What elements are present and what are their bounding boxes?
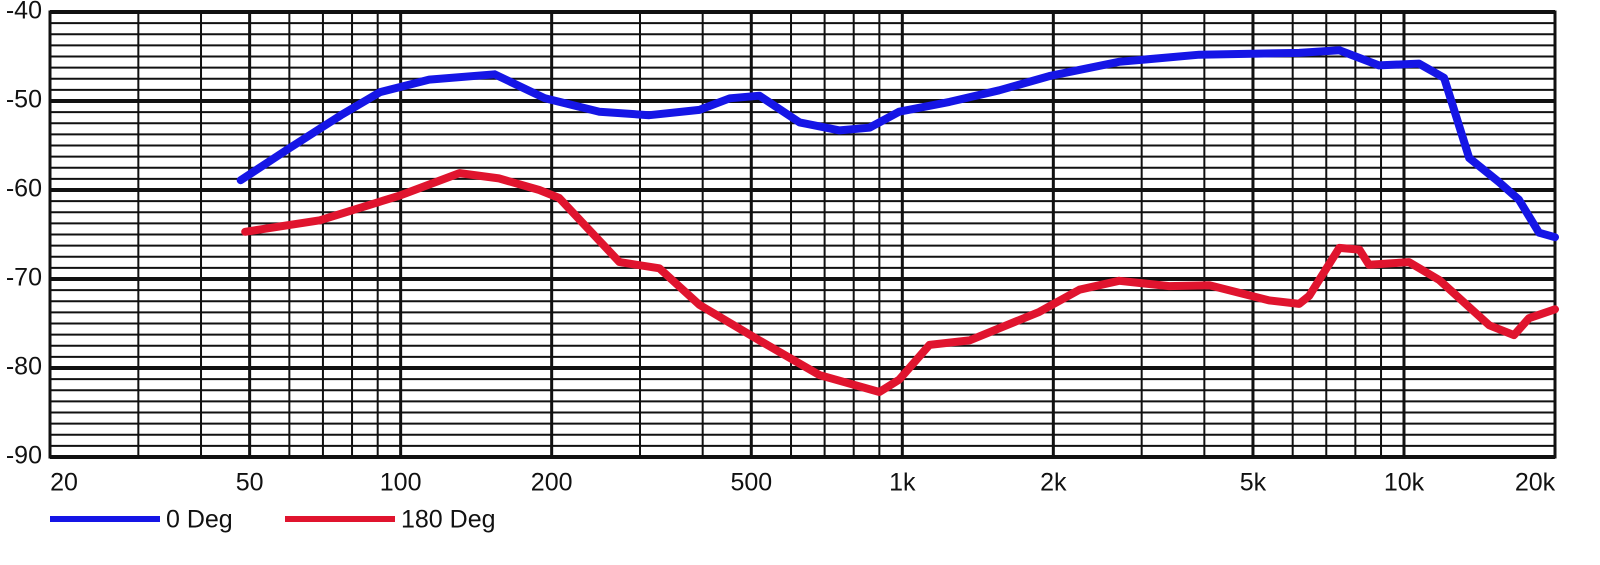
x-tick-label: 500 [730, 469, 772, 497]
y-tick-label: -50 [6, 86, 42, 114]
y-tick-label: -70 [6, 264, 42, 292]
y-tick-label: -80 [6, 353, 42, 381]
x-tick-label: 10k [1384, 469, 1425, 497]
y-tick-label: -90 [6, 442, 42, 470]
legend-label: 0 Deg [166, 506, 233, 534]
x-tick-label: 100 [380, 469, 422, 497]
x-tick-label: 5k [1240, 469, 1267, 497]
x-tick-label: 20 [50, 469, 78, 497]
y-tick-label: -60 [6, 175, 42, 203]
x-tick-label: 2k [1040, 469, 1067, 497]
x-tick-label: 1k [889, 469, 916, 497]
y-tick-label: -40 [6, 0, 42, 25]
series-line [236, 46, 1559, 242]
x-tick-label: 50 [236, 469, 264, 497]
legend-label: 180 Deg [401, 506, 496, 534]
x-tick-label: 20k [1515, 469, 1556, 497]
series-line [241, 169, 1559, 396]
x-tick-label: 200 [531, 469, 573, 497]
